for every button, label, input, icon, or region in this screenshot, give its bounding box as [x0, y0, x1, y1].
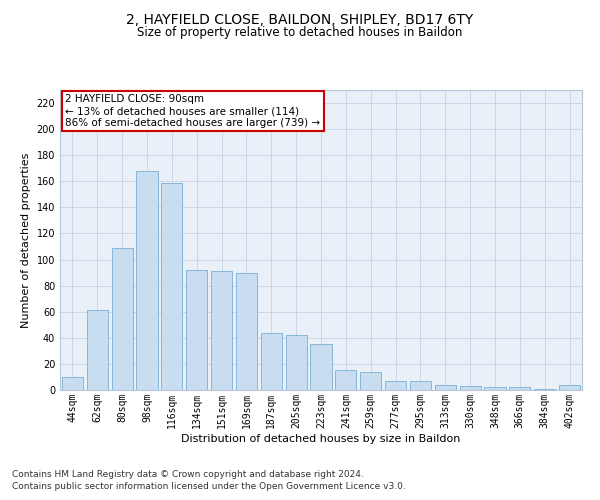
Bar	[385, 381, 406, 390]
Text: Size of property relative to detached houses in Baildon: Size of property relative to detached ho…	[137, 26, 463, 39]
Bar	[112, 248, 133, 390]
Bar	[534, 388, 555, 390]
Text: Contains public sector information licensed under the Open Government Licence v3: Contains public sector information licen…	[12, 482, 406, 491]
Bar	[186, 270, 207, 390]
Bar	[559, 385, 580, 390]
X-axis label: Distribution of detached houses by size in Baildon: Distribution of detached houses by size …	[181, 434, 461, 444]
Bar	[435, 385, 456, 390]
Bar	[410, 381, 431, 390]
Bar	[261, 332, 282, 390]
Bar	[136, 171, 158, 390]
Bar	[211, 272, 232, 390]
Bar	[509, 388, 530, 390]
Y-axis label: Number of detached properties: Number of detached properties	[21, 152, 31, 328]
Bar	[286, 335, 307, 390]
Text: 2 HAYFIELD CLOSE: 90sqm
← 13% of detached houses are smaller (114)
86% of semi-d: 2 HAYFIELD CLOSE: 90sqm ← 13% of detache…	[65, 94, 320, 128]
Bar	[62, 377, 83, 390]
Bar	[310, 344, 332, 390]
Bar	[87, 310, 108, 390]
Bar	[335, 370, 356, 390]
Text: 2, HAYFIELD CLOSE, BAILDON, SHIPLEY, BD17 6TY: 2, HAYFIELD CLOSE, BAILDON, SHIPLEY, BD1…	[127, 12, 473, 26]
Bar	[161, 182, 182, 390]
Bar	[360, 372, 381, 390]
Bar	[484, 388, 506, 390]
Text: Contains HM Land Registry data © Crown copyright and database right 2024.: Contains HM Land Registry data © Crown c…	[12, 470, 364, 479]
Bar	[236, 272, 257, 390]
Bar	[460, 386, 481, 390]
